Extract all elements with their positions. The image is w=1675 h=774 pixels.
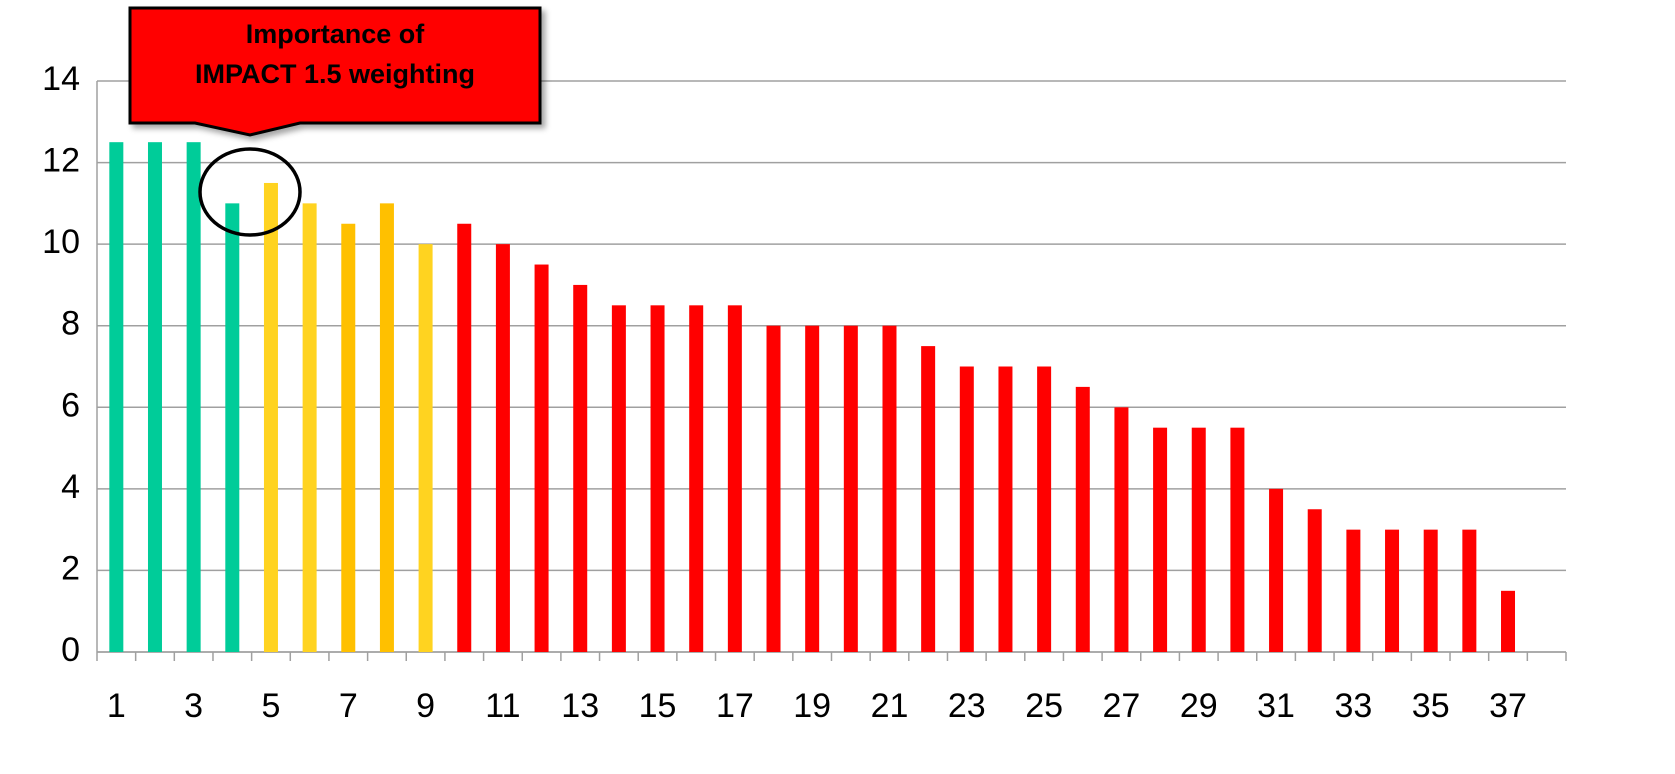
x-tick-label: 27	[1103, 687, 1141, 725]
bar	[766, 325, 781, 652]
bar	[805, 325, 820, 652]
x-tick-label: 23	[948, 687, 986, 725]
x-tick-label: 25	[1025, 687, 1063, 725]
bar	[1501, 590, 1516, 652]
y-tick-label: 6	[61, 386, 80, 424]
x-tick-label: 17	[716, 687, 754, 725]
bar	[1153, 427, 1168, 652]
bar	[1462, 529, 1477, 652]
y-tick-label: 10	[42, 223, 80, 261]
x-tick-label: 21	[871, 687, 909, 725]
annotation-line: Importance of	[246, 19, 426, 49]
bar	[1346, 529, 1361, 652]
x-tick-label: 19	[793, 687, 831, 725]
y-tick-label: 12	[42, 142, 80, 180]
bar	[1230, 427, 1245, 652]
y-tick-label: 8	[61, 305, 80, 343]
bar	[573, 284, 588, 652]
bar	[534, 264, 549, 652]
bar	[1307, 509, 1322, 652]
bar	[998, 366, 1013, 652]
bar	[1037, 366, 1052, 652]
y-tick-label: 0	[61, 631, 80, 669]
bar	[147, 142, 162, 652]
bar	[727, 305, 742, 652]
bar	[1423, 529, 1438, 652]
bar	[186, 142, 201, 652]
x-tick-label: 3	[184, 687, 203, 725]
bar	[302, 203, 317, 652]
bar	[611, 305, 626, 652]
bar	[1191, 427, 1206, 652]
x-tick-label: 13	[561, 687, 599, 725]
callout-box	[128, 6, 542, 137]
x-tick-label: 31	[1257, 687, 1295, 725]
bar	[959, 366, 974, 652]
bar	[225, 203, 240, 652]
annotation-line: IMPACT 1.5 weighting	[195, 59, 475, 89]
bar	[263, 182, 278, 652]
bar	[689, 305, 704, 652]
y-tick-label: 2	[61, 549, 80, 587]
bar	[1075, 386, 1090, 652]
bar	[457, 223, 472, 652]
x-tick-label: 7	[339, 687, 358, 725]
bar	[418, 244, 433, 652]
x-tick-label: 11	[485, 687, 520, 725]
x-tick-label: 5	[261, 687, 280, 725]
x-tick-label: 37	[1489, 687, 1527, 725]
y-tick-label: 4	[61, 468, 80, 506]
x-tick-label: 33	[1334, 687, 1372, 725]
x-tick-label: 1	[107, 687, 126, 725]
bar	[1114, 407, 1129, 652]
bar	[109, 142, 124, 652]
bar	[379, 203, 394, 652]
x-tick-label: 29	[1180, 687, 1218, 725]
bar	[650, 305, 665, 652]
x-tick-label: 35	[1412, 687, 1450, 725]
bar	[1269, 488, 1284, 652]
bars	[109, 142, 1516, 652]
bar	[921, 346, 936, 652]
bar	[341, 223, 356, 652]
highlight-ellipse	[198, 147, 302, 237]
bar	[882, 325, 897, 652]
bar	[1385, 529, 1400, 652]
x-tick-label: 9	[416, 687, 435, 725]
bar	[843, 325, 858, 652]
y-tick-label: 14	[42, 60, 80, 98]
x-tick-label: 15	[639, 687, 677, 725]
bar	[495, 244, 510, 652]
